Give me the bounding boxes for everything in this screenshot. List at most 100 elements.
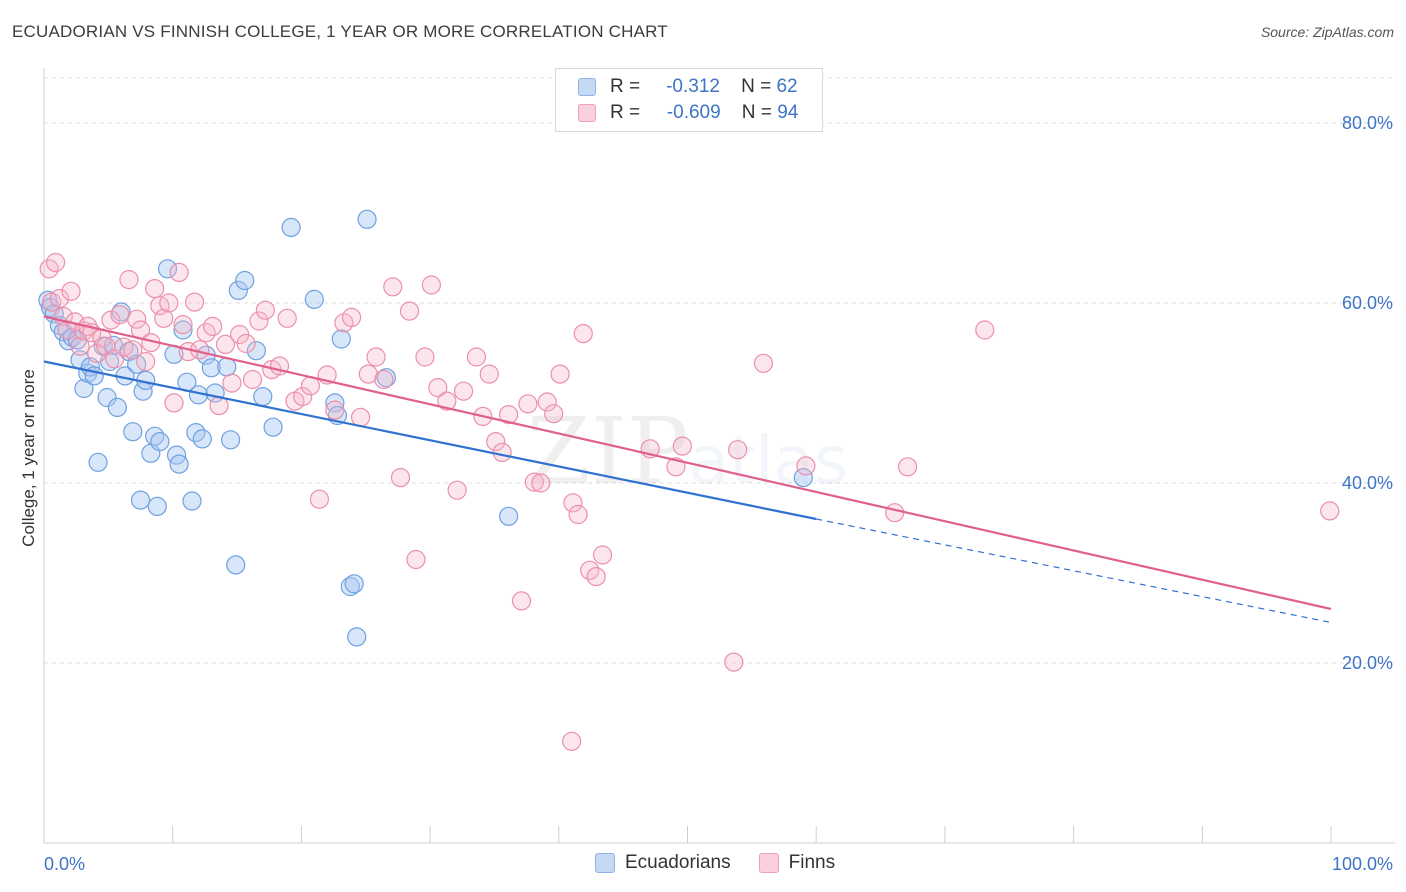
data-point-ecuadorian (169, 454, 189, 474)
data-point-finn (672, 436, 692, 456)
data-point-ecuadorian (221, 430, 241, 450)
data-point-finn (184, 292, 205, 312)
data-point-finn (975, 320, 995, 340)
data-point-finn (550, 364, 570, 384)
legend-n-label: N = (741, 102, 772, 123)
data-point-finn (753, 353, 774, 373)
trend-lines (43, 315, 1332, 624)
data-point-finn (249, 311, 269, 331)
data-point-finn (145, 279, 165, 299)
legend-n-value: 94 (777, 102, 799, 123)
legend-r-value: -0.312 (666, 76, 720, 97)
y-tick-label: 60.0% (1342, 293, 1393, 313)
x-tick-label: 0.0% (44, 854, 85, 874)
data-point-ecuadorian (107, 397, 127, 417)
data-point-finn (586, 566, 606, 587)
data-point-finn (70, 336, 90, 356)
legend-r-label: R = (610, 76, 641, 97)
data-point-finn (1320, 501, 1340, 521)
data-point-finn (351, 407, 371, 427)
data-point-finn (222, 373, 242, 393)
data-point-finn (159, 293, 179, 313)
legend-n-label: N = (741, 76, 772, 97)
trend-line-ecuadorians (43, 360, 817, 521)
data-point-ecuadorian (173, 320, 193, 340)
data-point-finn (406, 549, 426, 570)
data-point-finn (592, 545, 613, 565)
data-point-finn (136, 351, 156, 372)
legend-item-ecuadorians: Ecuadorians (595, 852, 731, 874)
data-point-ecuadorian (97, 387, 117, 408)
legend-swatch-ecuadorians (578, 78, 596, 96)
trend-line-ecuadorians-extension (816, 518, 1332, 624)
data-point-finn (293, 387, 313, 407)
legend-swatch-finns (578, 104, 596, 122)
series-ecuadorians (38, 209, 813, 647)
legend-label-finns: Finns (788, 852, 836, 873)
data-point-finn (236, 333, 256, 354)
axes (43, 68, 1395, 844)
y-tick-label: 40.0% (1342, 473, 1393, 493)
data-point-finn (518, 394, 538, 414)
data-point-ecuadorian (228, 280, 248, 300)
data-point-ecuadorian (217, 357, 237, 377)
legend-swatch-finns (758, 853, 779, 873)
data-point-ecuadorian (157, 259, 178, 279)
correlation-legend: R = -0.312 N = 62 R = -0.609 N = 94 (555, 68, 823, 132)
legend-r-label: R = (610, 102, 641, 123)
data-point-ecuadorian (150, 432, 170, 452)
data-point-finn (486, 432, 506, 452)
legend-item-finns: Finns (758, 852, 836, 874)
data-point-finn (374, 369, 394, 390)
data-point-finn (127, 309, 147, 329)
data-point-finn (277, 308, 297, 328)
data-point-finn (242, 369, 263, 390)
data-point-finn (544, 404, 564, 424)
data-point-ecuadorian (344, 574, 364, 594)
data-point-finn (428, 378, 448, 398)
data-point-ecuadorian (253, 387, 273, 407)
data-point-finn (885, 503, 905, 523)
data-point-finn (383, 277, 403, 297)
legend-row-ecuadorians: R = -0.312 N = 62 (578, 75, 798, 99)
data-point-ecuadorian (201, 358, 221, 378)
data-point-finn (568, 504, 588, 525)
legend-label-ecuadorians: Ecuadorians (625, 852, 731, 873)
data-point-finn (492, 442, 512, 462)
x-tick-label: 100.0% (1332, 854, 1393, 874)
data-point-finn (169, 262, 189, 282)
y-axis-label: College, 1 year or more (19, 369, 38, 547)
data-point-finn (666, 457, 686, 477)
data-point-finn (573, 324, 593, 344)
data-point-ecuadorian (192, 429, 212, 449)
data-point-finn (325, 400, 345, 420)
legend-n-value: 62 (776, 76, 798, 97)
y-tick-label: 20.0% (1342, 653, 1393, 673)
series-legend: Ecuadorians Finns (595, 852, 863, 874)
data-point-ecuadorian (182, 491, 202, 511)
data-point-ecuadorian (74, 378, 94, 399)
data-point-finn (466, 347, 487, 367)
data-point-finn (479, 364, 499, 384)
data-point-finn (563, 493, 583, 513)
source-label: Source: ZipAtlas.com (1260, 24, 1394, 40)
data-point-ecuadorian (246, 341, 266, 361)
series-finns (39, 252, 1340, 751)
legend-swatch-ecuadorians (595, 853, 615, 873)
data-point-finn (255, 300, 275, 320)
y-tick-label: 80.0% (1342, 113, 1393, 133)
data-point-finn (110, 305, 130, 325)
data-point-finn (202, 316, 223, 336)
data-point-ecuadorian (226, 555, 246, 575)
data-point-finn (499, 405, 519, 425)
data-point-finn (453, 381, 474, 401)
data-point-ecuadorian (88, 452, 108, 472)
data-point-ecuadorian (123, 422, 143, 442)
data-point-finn (123, 340, 143, 360)
data-point-finn (49, 288, 70, 309)
data-point-ecuadorian (357, 209, 377, 229)
data-point-ecuadorian (331, 329, 351, 349)
data-point-ecuadorian (793, 468, 813, 488)
data-point-finn (562, 731, 582, 751)
data-point-ecuadorian (147, 496, 167, 516)
